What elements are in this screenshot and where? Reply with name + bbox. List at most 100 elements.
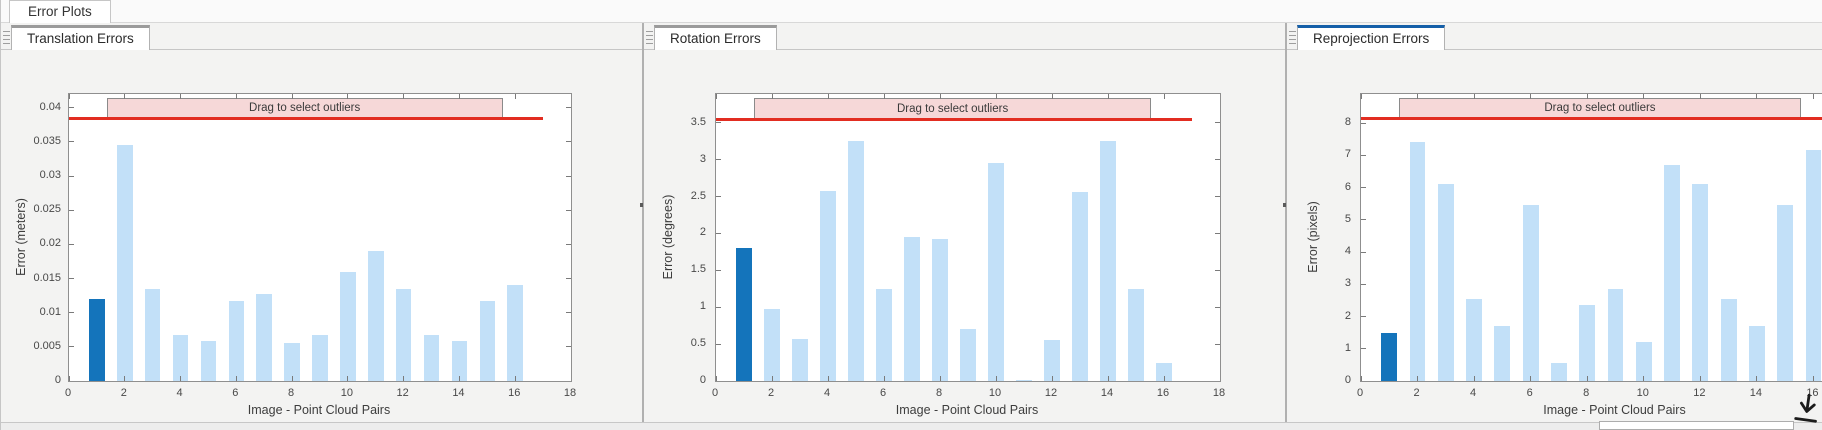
bar[interactable] <box>848 141 864 381</box>
plot-area: Drag to select outliers <box>1360 93 1822 382</box>
bar[interactable] <box>1720 298 1737 381</box>
y-tick <box>69 209 74 211</box>
y-tick <box>716 122 721 124</box>
bar[interactable] <box>172 335 189 381</box>
outlier-selection-band[interactable]: Drag to select outliers <box>106 98 503 119</box>
bar[interactable] <box>1579 305 1596 381</box>
bar[interactable] <box>1777 205 1794 381</box>
y-tick-label: 0.5 <box>690 337 706 350</box>
tab-label: Rotation Errors <box>670 31 761 46</box>
y-tick <box>566 380 571 381</box>
bar[interactable] <box>820 191 836 381</box>
y-axis-label: Error (degrees) <box>661 194 675 279</box>
panel-tab-bar: Translation Errors <box>1 22 642 50</box>
bar[interactable] <box>1551 363 1567 381</box>
bar[interactable] <box>1748 326 1765 381</box>
bar[interactable] <box>284 342 300 381</box>
x-tick <box>827 376 829 381</box>
bar[interactable] <box>1156 362 1172 381</box>
outlier-selection-band[interactable]: Drag to select outliers <box>1399 98 1801 119</box>
tab-translation-errors[interactable]: Translation Errors <box>11 25 150 50</box>
x-tick <box>514 94 516 99</box>
x-tick-label: 2 <box>1413 387 1420 399</box>
bar[interactable] <box>932 239 948 381</box>
horizontal-scrollbar-thumb[interactable] <box>1599 421 1794 430</box>
bar[interactable] <box>1409 142 1426 381</box>
x-tick <box>69 94 70 99</box>
y-tick <box>716 343 721 345</box>
bar[interactable] <box>1635 342 1652 381</box>
bar[interactable] <box>1044 340 1060 381</box>
bar[interactable] <box>792 338 808 381</box>
bar[interactable] <box>876 288 892 381</box>
x-tick-label: 6 <box>1526 387 1533 399</box>
x-tick <box>1107 376 1109 381</box>
y-tick-label: 1 <box>1344 341 1351 354</box>
splitter-handle[interactable] <box>640 203 643 207</box>
y-tick-label: 0.01 <box>39 305 61 318</box>
x-tick-label: 10 <box>1636 387 1649 399</box>
drag-grip-icon[interactable] <box>3 31 10 44</box>
bar[interactable] <box>1805 150 1822 381</box>
bar[interactable] <box>312 334 328 381</box>
bar[interactable] <box>367 251 384 381</box>
bar[interactable] <box>1466 298 1483 381</box>
x-tick <box>1163 376 1165 381</box>
x-tick <box>458 94 460 99</box>
bar[interactable] <box>228 301 245 381</box>
y-tick <box>1215 232 1220 234</box>
outlier-selection-band[interactable]: Drag to select outliers <box>753 98 1152 120</box>
bar[interactable] <box>1692 184 1709 381</box>
bar[interactable] <box>423 335 440 381</box>
x-tick <box>458 376 460 381</box>
y-tick <box>69 278 74 279</box>
bar[interactable] <box>904 237 920 381</box>
bar[interactable] <box>507 285 524 381</box>
bar[interactable] <box>1100 141 1116 381</box>
bar[interactable] <box>1494 326 1511 381</box>
document-tab-bar: Error Plots <box>1 0 1822 23</box>
y-tick <box>1361 348 1366 350</box>
bar[interactable] <box>1664 164 1680 381</box>
x-tick-label: 4 <box>1470 387 1477 399</box>
y-tick-label: 0.04 <box>39 100 61 113</box>
bar[interactable] <box>116 145 133 381</box>
tab-error-plots-label: Error Plots <box>28 4 92 19</box>
bar[interactable] <box>479 301 496 381</box>
bar[interactable] <box>1437 184 1454 381</box>
tab-error-plots[interactable]: Error Plots <box>9 0 111 23</box>
x-tick <box>1473 376 1475 381</box>
bar[interactable] <box>395 288 412 381</box>
bar[interactable] <box>1128 288 1144 381</box>
tab-rotation-errors[interactable]: Rotation Errors <box>654 25 777 50</box>
scroll-to-bottom-icon[interactable] <box>1788 388 1822 430</box>
bar[interactable] <box>200 341 217 381</box>
drag-grip-icon[interactable] <box>1289 31 1296 44</box>
bar[interactable] <box>1016 379 1032 381</box>
x-tick <box>403 94 405 99</box>
y-tick-label: 2.5 <box>690 189 706 202</box>
bar[interactable] <box>988 163 1004 381</box>
x-tick <box>883 376 885 381</box>
x-tick <box>1361 94 1362 99</box>
bar[interactable] <box>1522 205 1539 381</box>
bar[interactable] <box>960 329 976 381</box>
y-axis-label: Error (pixels) <box>1306 200 1320 273</box>
bar[interactable] <box>340 271 356 381</box>
bar[interactable] <box>144 288 161 381</box>
selected-bar[interactable] <box>1381 332 1398 381</box>
y-tick <box>1361 122 1366 124</box>
tab-reprojection-errors[interactable]: Reprojection Errors <box>1297 25 1446 50</box>
selected-bar[interactable] <box>736 248 752 381</box>
y-tick-label: 5 <box>1344 212 1351 225</box>
bar[interactable] <box>256 294 273 381</box>
y-tick-label: 0.02 <box>39 237 61 250</box>
bar[interactable] <box>764 308 780 381</box>
selected-bar[interactable] <box>89 299 105 381</box>
x-tick <box>1417 376 1419 381</box>
bar[interactable] <box>1072 192 1088 381</box>
bar[interactable] <box>1607 289 1624 381</box>
drag-grip-icon[interactable] <box>646 31 653 44</box>
bar[interactable] <box>451 341 468 381</box>
splitter-handle[interactable] <box>1283 203 1286 207</box>
